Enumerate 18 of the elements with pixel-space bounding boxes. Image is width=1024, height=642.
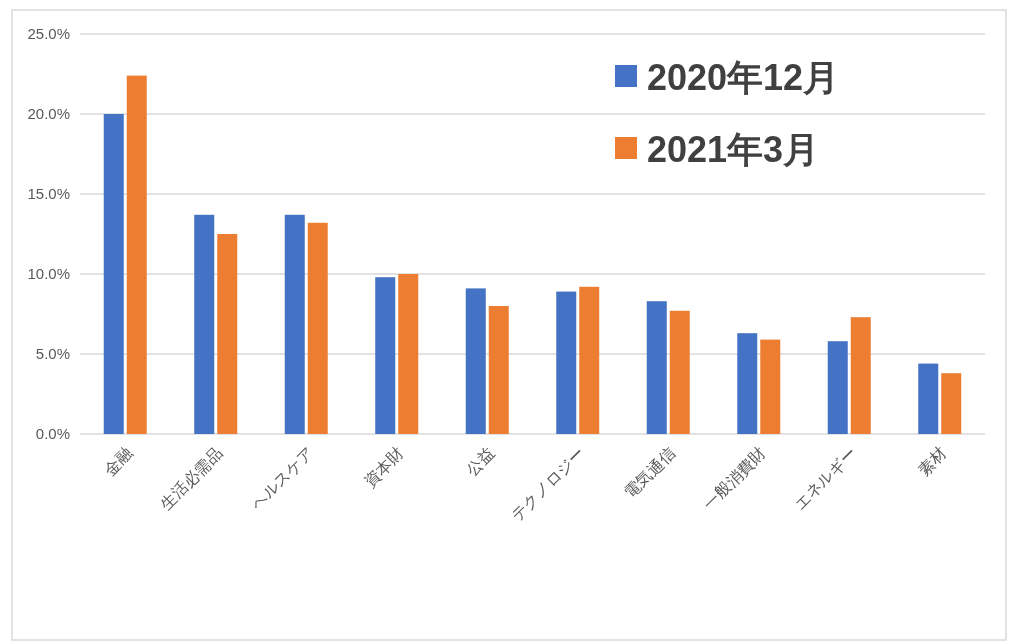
y-tick-label: 5.0% bbox=[35, 345, 70, 362]
x-tick-label: 公益 bbox=[462, 444, 498, 479]
y-tick-label: 20.0% bbox=[27, 105, 70, 122]
y-tick-label: 15.0% bbox=[27, 185, 70, 202]
x-tick-label: 金融 bbox=[100, 444, 136, 479]
x-tick-label: ヘルスケア bbox=[247, 444, 317, 513]
x-tick-label: 資本財 bbox=[360, 444, 407, 491]
x-tick-label: 生活必需品 bbox=[157, 444, 226, 513]
y-tick-label: 10.0% bbox=[27, 265, 70, 282]
x-tick-label: 素材 bbox=[915, 444, 950, 479]
y-tick-label: 25.0% bbox=[27, 25, 70, 42]
x-tick-label: テクノロジー bbox=[507, 444, 588, 524]
x-tick-label: 一般消費財 bbox=[700, 444, 769, 513]
x-tick-label: 電気通信 bbox=[621, 444, 679, 502]
legend-label: 2021年3月 bbox=[647, 129, 820, 170]
legend-label: 2020年12月 bbox=[647, 57, 840, 98]
x-tick-label: エネルギー bbox=[790, 444, 860, 513]
y-tick-label: 0.0% bbox=[35, 425, 70, 442]
